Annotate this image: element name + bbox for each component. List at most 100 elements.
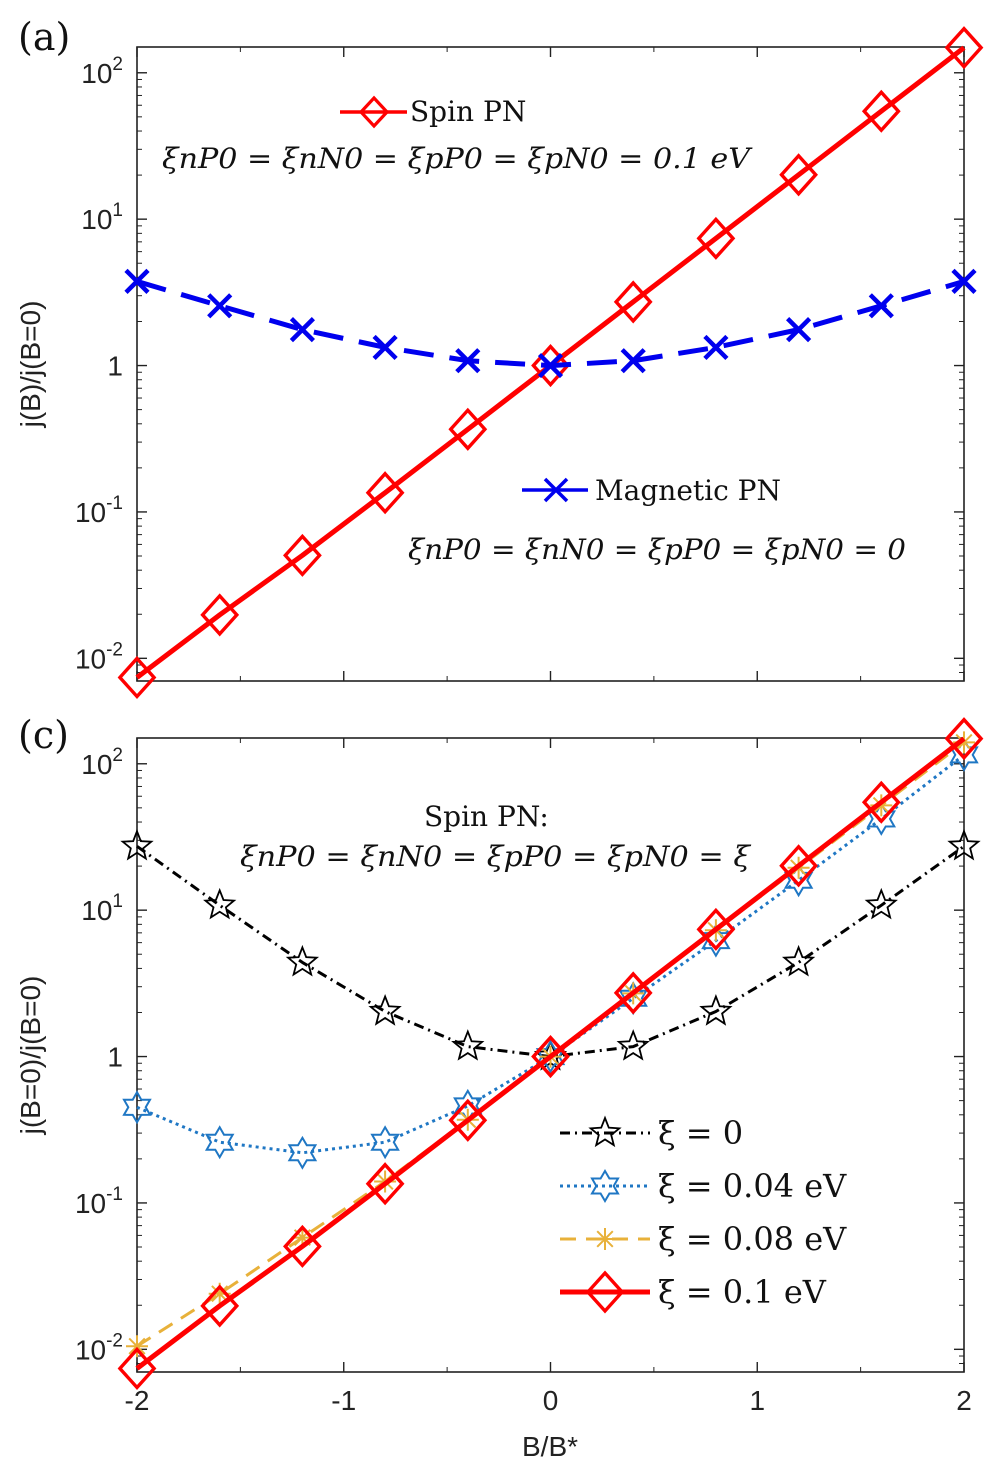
panel-a-legend-spin-marker xyxy=(358,95,390,129)
data-point-marker xyxy=(204,1125,235,1160)
legend-marker xyxy=(585,1270,625,1314)
y-tick-label: 1 xyxy=(107,351,123,382)
data-point-marker xyxy=(122,1090,152,1125)
legend-entry: ξ = 0.08 eV xyxy=(560,1220,847,1258)
data-point-marker xyxy=(117,1346,157,1391)
legend-entry: ξ = 0 xyxy=(560,1114,743,1152)
y-tick-label: 102 xyxy=(81,745,123,780)
data-point-marker xyxy=(868,293,894,319)
panel-c-x-ticks: -2 -1 0 1 2 xyxy=(125,738,972,1416)
x-tick-label: 1 xyxy=(749,1385,765,1416)
legend-entry: ξ = 0.1 eV xyxy=(560,1270,827,1314)
data-point-marker xyxy=(283,1224,322,1268)
y-tick-label: 101 xyxy=(81,200,123,235)
panel-a-legend-spin-label: Spin PN xyxy=(410,95,526,128)
data-point-marker xyxy=(696,907,736,951)
panel-c-legend: ξ = 0 ξ = 0.04 eV ξ = 0.08 eV ξ = 0.1 eV xyxy=(560,1114,847,1314)
data-point-marker xyxy=(861,89,901,133)
data-point-marker xyxy=(208,1282,231,1305)
y-tick-label: 10-2 xyxy=(75,639,123,674)
data-point-marker xyxy=(120,828,154,861)
data-point-marker xyxy=(370,1125,400,1160)
data-point-marker xyxy=(864,887,898,920)
data-point-marker xyxy=(613,280,653,324)
x-tick-label: 2 xyxy=(956,1385,972,1416)
panel-a-y-ticks: 10-2 10-1 1 101 102 xyxy=(75,54,964,674)
y-tick-label: 10-2 xyxy=(75,1330,123,1365)
data-point-marker xyxy=(365,1162,405,1206)
data-point-marker xyxy=(451,1029,485,1061)
legend-label: ξ = 0.08 eV xyxy=(658,1220,847,1258)
data-point-marker xyxy=(944,717,984,761)
series-line xyxy=(135,736,966,1371)
data-point-marker xyxy=(944,26,984,70)
data-point-marker xyxy=(365,471,405,515)
y-tick-label: 10-1 xyxy=(75,493,123,528)
data-point-marker xyxy=(861,780,901,824)
data-point-marker xyxy=(703,334,729,361)
x-tick-label: -2 xyxy=(125,1385,150,1416)
data-point-marker xyxy=(126,1335,148,1358)
y-tick-label: 1 xyxy=(107,1042,123,1073)
y-tick-label: 10-1 xyxy=(75,1184,123,1219)
data-point-marker xyxy=(779,844,818,888)
data-point-marker xyxy=(786,317,812,343)
data-point-marker xyxy=(200,593,240,637)
panel-c-spin-label: Spin PN: xyxy=(424,800,549,833)
panel-c-x-axis-label: B/B* xyxy=(522,1431,578,1462)
panel-a-magnetic-equation: ξnP0 = ξnN0 = ξpP0 = ξpN0 = 0 xyxy=(408,533,906,566)
legend-label: ξ = 0.04 eV xyxy=(658,1167,847,1205)
panel-a-legend-spin: Spin PN xyxy=(340,95,526,129)
x-tick-label: 0 xyxy=(543,1385,559,1416)
panel-c-spin-equation: ξnP0 = ξnN0 = ξpP0 = ξpN0 = ξ xyxy=(240,840,752,873)
data-point-marker xyxy=(947,828,981,861)
series-line xyxy=(136,753,965,1155)
series-line xyxy=(136,279,965,369)
panel-c: (c) -2 -1 0 1 2 10-2 10-1 1 101 102 j(B=0)/j(B=0… xyxy=(15,713,984,1462)
panel-a-y-axis-label: j(B)/j(B=0) xyxy=(15,301,46,429)
data-point-marker xyxy=(616,1029,650,1061)
data-point-marker xyxy=(531,1035,570,1079)
data-point-marker xyxy=(207,293,233,319)
data-point-marker xyxy=(537,352,564,379)
data-point-marker xyxy=(779,153,818,197)
series-hexagram xyxy=(122,737,979,1170)
series-x xyxy=(124,268,977,379)
data-point-marker xyxy=(368,994,402,1026)
panel-c-letter: (c) xyxy=(18,713,69,757)
y-tick-label: 101 xyxy=(81,891,123,926)
data-point-marker xyxy=(455,348,481,374)
data-point-marker xyxy=(620,348,646,374)
data-point-marker xyxy=(285,944,320,977)
data-point-marker xyxy=(124,268,150,294)
data-point-marker xyxy=(203,887,237,920)
panel-a-legend-magnetic: Magnetic PN xyxy=(522,474,781,507)
panel-a-spin-equation: ξnP0 = ξnN0 = ξpP0 = ξpN0 = 0.1 eV xyxy=(162,142,753,175)
legend-marker xyxy=(588,1115,622,1148)
data-point-marker xyxy=(699,994,733,1026)
data-point-marker xyxy=(117,655,157,700)
panel-c-series xyxy=(117,717,984,1391)
data-point-marker xyxy=(951,268,977,294)
series-line xyxy=(136,845,965,1059)
data-point-marker xyxy=(291,1226,314,1249)
legend-label: ξ = 0.1 eV xyxy=(658,1273,827,1311)
panel-a-letter: (a) xyxy=(18,15,70,59)
data-point-marker xyxy=(448,1098,488,1142)
data-point-marker xyxy=(200,1284,240,1328)
legend-marker xyxy=(594,1228,616,1250)
data-point-marker xyxy=(696,216,736,260)
data-point-marker xyxy=(283,533,322,577)
panel-a-series xyxy=(117,26,984,700)
data-point-marker xyxy=(781,944,816,977)
data-point-marker xyxy=(613,971,653,1015)
legend-entry: ξ = 0.04 eV xyxy=(560,1167,847,1205)
panel-a-legend-magnetic-label: Magnetic PN xyxy=(595,474,781,507)
legend-label: ξ = 0 xyxy=(658,1114,743,1152)
series-diamond xyxy=(117,717,984,1391)
panel-c-y-axis-label: j(B=0)/j(B=0) xyxy=(15,976,46,1136)
data-point-marker xyxy=(953,731,975,754)
data-point-marker xyxy=(289,317,315,343)
